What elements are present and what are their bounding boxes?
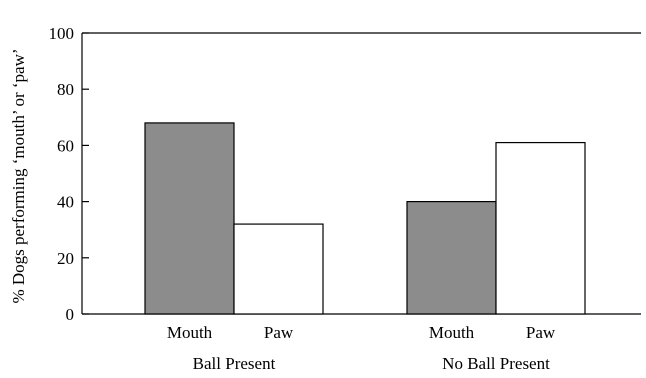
y-tick-label: 0 bbox=[66, 305, 75, 324]
bar-0-0 bbox=[144, 122, 235, 315]
chart-labels: 0 20 40 60 80 100 Mouth Paw Ball Present Mouth Paw… bbox=[49, 24, 556, 373]
y-tick-label: 100 bbox=[49, 24, 75, 43]
bar-category-label: Mouth bbox=[167, 323, 213, 342]
group-label: No Ball Present bbox=[442, 354, 550, 373]
bar-category-label: Paw bbox=[264, 323, 294, 342]
bar-category-label: Paw bbox=[526, 323, 556, 342]
bar-0-1 bbox=[233, 223, 324, 315]
y-tick-label: 80 bbox=[57, 80, 74, 99]
y-axis-label: % Dogs performing ‘mouth’ or ‘paw’ bbox=[9, 48, 28, 303]
bar-category-label: Mouth bbox=[429, 323, 475, 342]
bar-1-1 bbox=[495, 141, 586, 315]
y-tick-label: 60 bbox=[57, 136, 74, 155]
group-label: Ball Present bbox=[193, 354, 276, 373]
chart-bars bbox=[144, 122, 586, 315]
y-tick-label: 20 bbox=[57, 249, 74, 268]
bar-1-0 bbox=[406, 201, 497, 315]
y-tick-label: 40 bbox=[57, 193, 74, 212]
